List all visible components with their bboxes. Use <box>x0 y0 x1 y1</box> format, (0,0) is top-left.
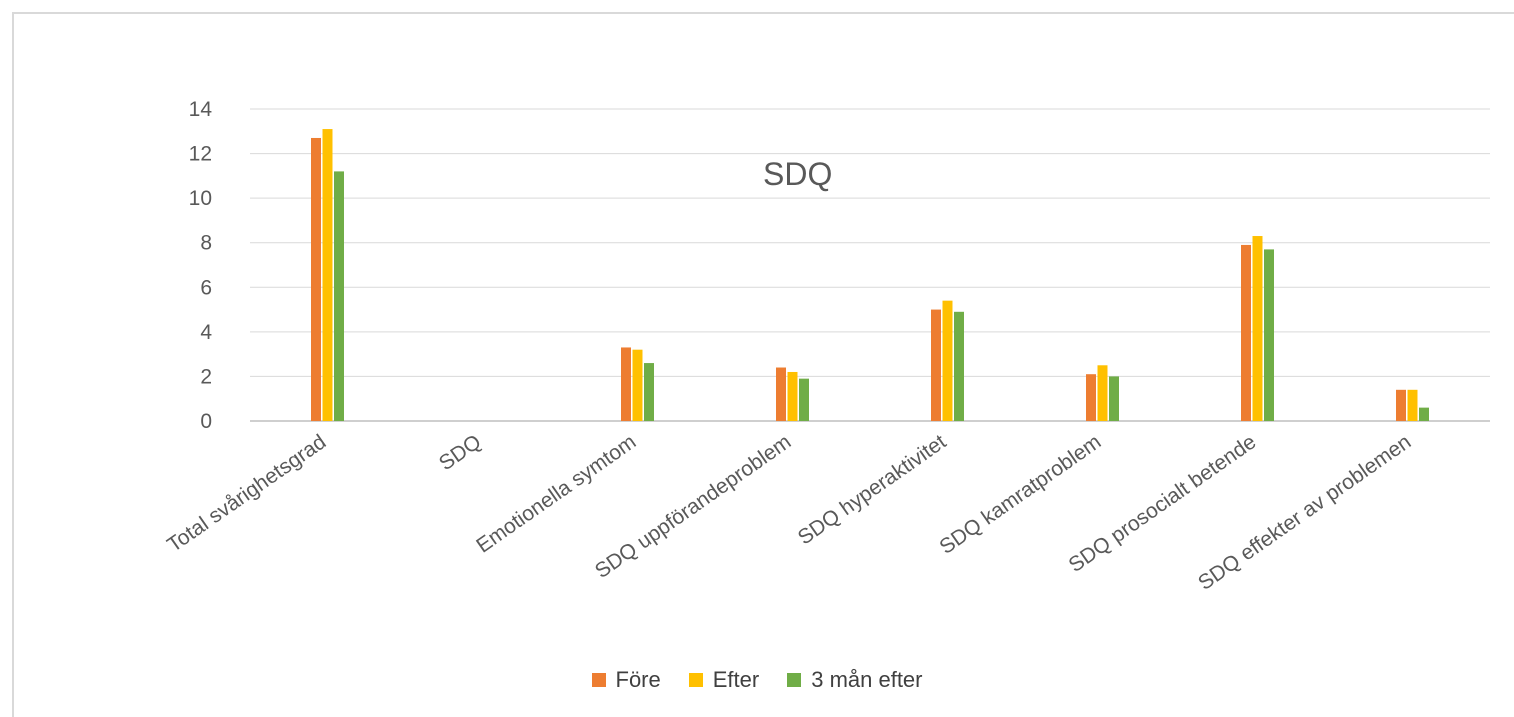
legend-item: 3 mån efter <box>787 667 923 693</box>
bar <box>334 171 344 421</box>
bar <box>954 311 964 421</box>
y-tick-label: 14 <box>189 98 213 121</box>
y-tick-label: 0 <box>200 410 212 433</box>
gridlines <box>250 108 1490 422</box>
bar <box>931 309 941 421</box>
y-tick-label: 2 <box>200 365 212 388</box>
bar <box>1407 389 1418 421</box>
x-tick-label: SDQ hyperaktivitet <box>794 430 951 549</box>
bar <box>621 347 631 421</box>
legend-item: Efter <box>688 667 760 693</box>
y-tick-label: 6 <box>200 276 212 299</box>
frame-border-top <box>12 12 1514 14</box>
y-tick-label: 4 <box>200 321 212 344</box>
legend-swatch <box>787 673 802 687</box>
bar <box>1241 244 1251 421</box>
x-tick-label: SDQ kamratproblem <box>935 430 1105 559</box>
bar <box>632 349 643 421</box>
legend-label: Före <box>615 667 661 692</box>
y-tick-label: 10 <box>189 187 212 210</box>
bar <box>942 300 953 421</box>
legend: Före Efter 3 mån efter <box>0 667 1514 693</box>
bar <box>799 378 809 421</box>
y-axis-ticks: 0 2 4 6 8 10 12 14 <box>189 98 213 433</box>
chart-title: SDQ <box>763 156 832 192</box>
legend-label: 3 mån efter <box>811 667 923 692</box>
frame-border-left <box>12 12 14 717</box>
bar <box>787 371 798 421</box>
bars <box>311 129 1429 422</box>
bar <box>1264 249 1274 421</box>
legend-label: Efter <box>712 667 760 692</box>
y-tick-label: 12 <box>189 143 212 166</box>
legend-swatch <box>591 673 606 687</box>
bar <box>644 363 654 421</box>
bar <box>776 367 786 421</box>
legend-swatch <box>688 673 703 687</box>
bar <box>1097 365 1108 421</box>
x-tick-label: Emotionella symtom <box>472 430 640 557</box>
bar <box>1396 389 1406 421</box>
legend-item: Före <box>591 667 661 693</box>
bar <box>311 137 321 421</box>
x-tick-label: SDQ <box>435 430 485 475</box>
y-tick-label: 8 <box>200 232 212 255</box>
bar <box>1086 374 1096 421</box>
x-tick-label: Total svårighetsgrad <box>163 430 330 557</box>
bar <box>1419 407 1429 421</box>
bar <box>322 129 333 422</box>
bar <box>1109 376 1119 421</box>
bar <box>1252 236 1263 421</box>
